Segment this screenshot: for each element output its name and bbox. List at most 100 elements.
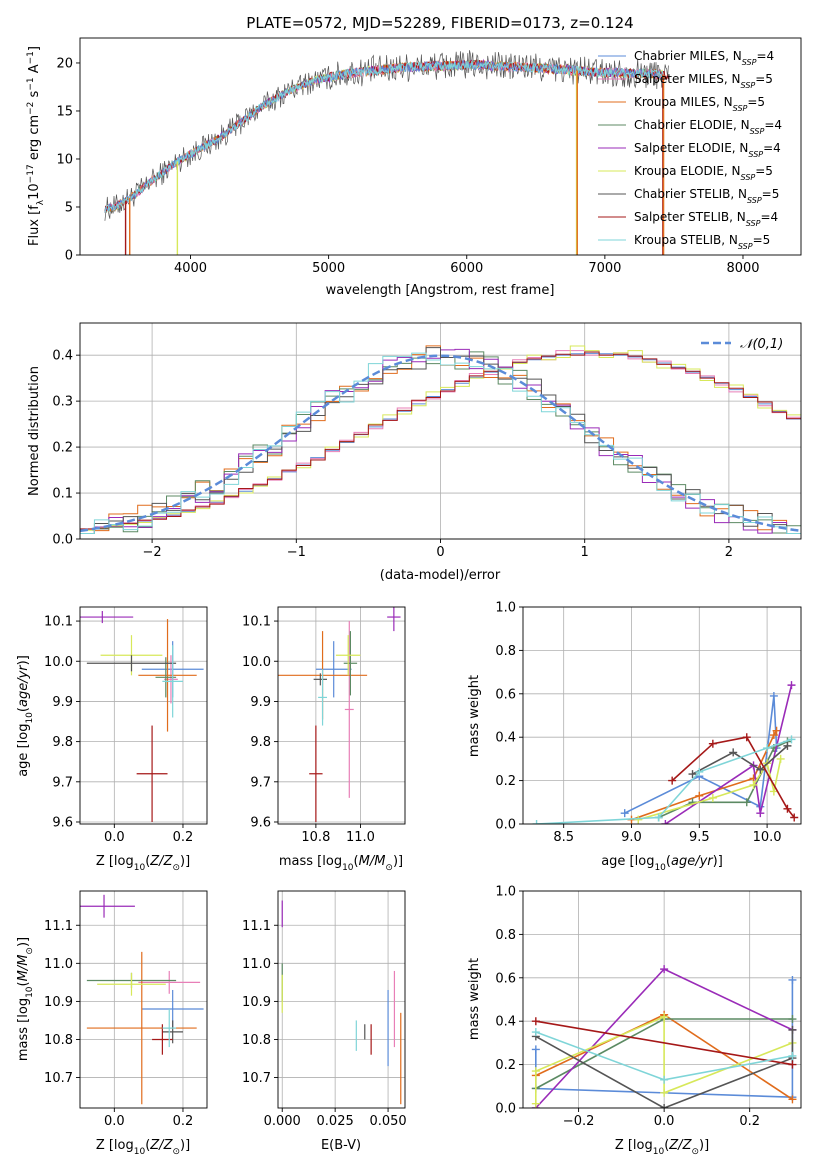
- weight-marker: [531, 1099, 540, 1108]
- y-tick-label: 1.0: [495, 885, 516, 900]
- histogram-series: [80, 347, 801, 539]
- weight-marker: [783, 804, 792, 813]
- weight-marker: [695, 791, 704, 800]
- weight-line: [535, 1029, 794, 1108]
- y-tick-label: 0.8: [495, 644, 516, 659]
- y-tick-label: 9.8: [250, 735, 271, 750]
- weight-marker: [788, 975, 797, 984]
- x-tick-label: 2: [725, 545, 733, 560]
- weight-marker: [763, 744, 772, 753]
- y-tick-label: 0.0: [495, 818, 516, 833]
- errorbar-point: [138, 970, 201, 994]
- weight-marker: [742, 733, 751, 742]
- weight-marker: [695, 767, 704, 776]
- x-tick-label: 10.0: [753, 830, 782, 845]
- weight-marker: [788, 1015, 797, 1024]
- y-tick-label: 11.0: [44, 957, 73, 972]
- y-axis-label: mass weight: [467, 958, 482, 1040]
- x-axis-label: E(B-V): [321, 1138, 361, 1153]
- legend-label: Salpeter STELIB, NSSP=4: [634, 210, 778, 228]
- weight-marker: [531, 1017, 540, 1026]
- errorbar-point: [138, 619, 197, 732]
- y-tick-label: 10: [56, 152, 73, 167]
- legend: Chabrier MILES, NSSP=4 Salpeter MILES, NS…: [598, 49, 782, 251]
- x-tick-label: 0.0: [654, 1114, 675, 1129]
- y-tick-label: 10.1: [242, 615, 271, 630]
- legend-label: 𝒩(0,1): [740, 337, 783, 352]
- y-tick-label: 11.1: [242, 919, 271, 934]
- y-tick-label: 9.6: [250, 815, 271, 830]
- x-axis-label: mass [log10(M/M⊙)]: [279, 854, 403, 873]
- x-tick-label: −1: [287, 545, 306, 560]
- weight-marker: [787, 735, 796, 744]
- x-tick-label: 0.2: [739, 1114, 760, 1129]
- y-tick-label: 0.0: [495, 1102, 516, 1117]
- y-tick-label: 15: [56, 104, 73, 119]
- y-tick-label: 10.1: [44, 615, 73, 630]
- x-axis-label: (data-model)/error: [380, 568, 501, 583]
- x-tick-label: −0.2: [563, 1114, 595, 1129]
- weight-marker: [660, 1104, 669, 1108]
- weight-marker: [661, 820, 670, 824]
- y-tick-label: 10.8: [44, 1033, 73, 1048]
- y-tick-label: 0.6: [495, 971, 516, 986]
- x-tick-label: 1: [581, 545, 589, 560]
- x-tick-label: 4000: [174, 261, 207, 276]
- panel-age-vs-mass: 10.8 11.0 9.6 9.7 9.8 9.9 10.0 10.1: [242, 606, 406, 845]
- panel-massweight-vs-Z: −0.2 0.0 0.2 0.0 0.2 0.4 0.6 0.8 1.0: [495, 885, 802, 1129]
- x-tick-label: 10.8: [301, 830, 330, 845]
- weight-marker: [756, 809, 765, 818]
- plot-area: [531, 965, 797, 1108]
- weight-marker: [531, 1028, 540, 1037]
- errorbar-point: [343, 631, 358, 696]
- weight-marker: [654, 813, 663, 822]
- y-tick-label: 10.8: [242, 1033, 271, 1048]
- y-tick-label: 9.7: [250, 775, 271, 790]
- weight-marker: [660, 965, 669, 974]
- x-tick-label: 0.0: [104, 1114, 125, 1129]
- weight-marker: [769, 731, 778, 740]
- spectrum-line: [104, 59, 663, 214]
- x-axis-label: age [log10(age/yr)]: [601, 854, 723, 873]
- panel-massweight-vs-age: 8.5 9.0 9.5 10.0 0.0 0.2 0.4 0.6 0.8 1.0: [495, 601, 802, 845]
- weight-marker: [769, 691, 778, 700]
- weight-marker: [532, 820, 541, 824]
- y-axis-label: mass [log10(M/M⊙)]: [16, 937, 35, 1061]
- normal-curve: [80, 354, 801, 533]
- y-axis-label: Flux [fλ10−17 erg cm−2 s−1 A−1]: [26, 46, 46, 246]
- y-tick-label: 0: [65, 249, 73, 264]
- x-tick-label: 7000: [588, 261, 621, 276]
- y-tick-label: 0.2: [495, 1058, 516, 1073]
- spectrum-line: [104, 59, 669, 213]
- errorbar-point: [335, 635, 361, 676]
- panel-mass-vs-Z: 0.0 0.2 10.7 10.8 10.9 11.0 11.1: [44, 890, 208, 1129]
- legend-label: Kroupa STELIB, NSSP=5: [634, 233, 770, 251]
- y-tick-label: 0.4: [495, 731, 516, 746]
- errorbar-point: [80, 611, 134, 624]
- spectrum-line: [104, 60, 664, 213]
- y-tick-label: 0.4: [52, 349, 73, 364]
- weight-marker: [788, 1060, 797, 1069]
- weight-marker: [668, 776, 677, 785]
- y-tick-label: 10.9: [44, 995, 73, 1010]
- legend-label: Chabrier MILES, NSSP=4: [634, 49, 774, 67]
- axes-frame: [277, 890, 406, 1109]
- weight-marker: [788, 1095, 797, 1104]
- plot-area: [80, 894, 204, 1105]
- weight-marker: [783, 741, 792, 750]
- weight-marker: [660, 1012, 669, 1021]
- x-tick-label: 6000: [450, 261, 483, 276]
- x-axis-label: Z [log10(Z/Z⊙)]: [615, 1138, 709, 1157]
- chart-title: PLATE=0572, MJD=52289, FIBERID=0173, z=0…: [246, 14, 633, 32]
- errorbar-point: [86, 951, 197, 1105]
- y-tick-label: 0.6: [495, 687, 516, 702]
- errorbar-point: [344, 621, 354, 798]
- x-tick-label: 0.050: [369, 1114, 406, 1129]
- errorbar-point: [80, 894, 135, 918]
- weight-marker: [531, 1067, 540, 1076]
- weight-marker: [688, 770, 697, 779]
- legend-label: Salpeter MILES, NSSP=5: [634, 72, 773, 90]
- plot-area: [281, 900, 402, 1105]
- axes-frame: [522, 606, 802, 825]
